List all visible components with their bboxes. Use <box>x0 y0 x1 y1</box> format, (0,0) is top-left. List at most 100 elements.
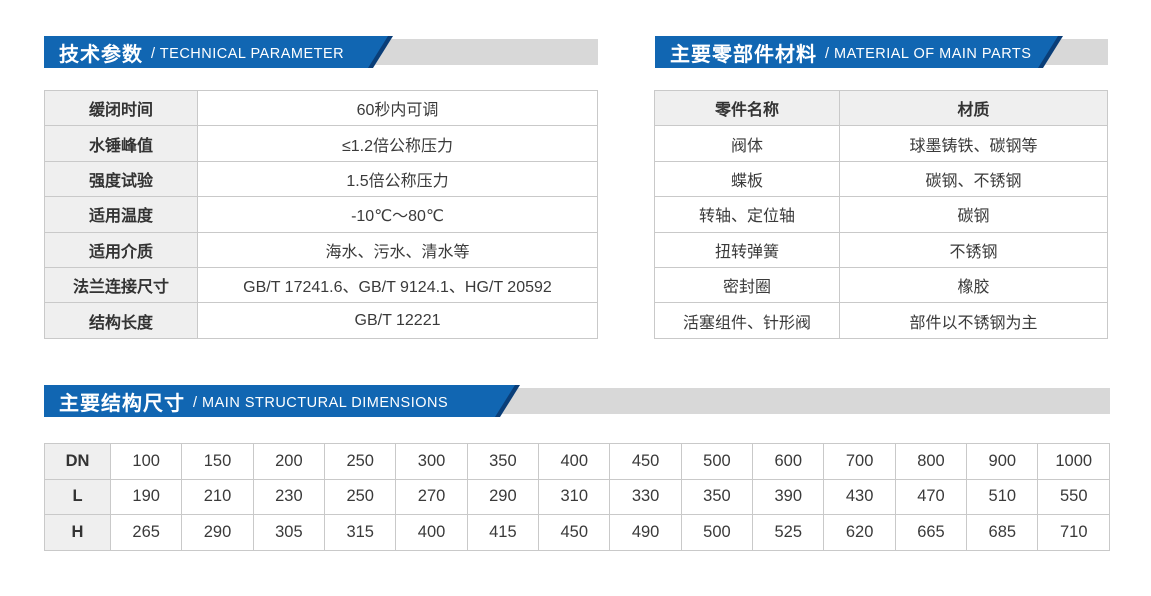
param-value: 1.5倍公称压力 <box>197 160 598 198</box>
param-label: 强度试验 <box>44 160 198 198</box>
section-title-zh: 主要结构尺寸 <box>59 392 185 415</box>
materials-table: 零件名称 材质 阀体 球墨铸铁、碳钢等 蝶板 碳钢、不锈钢 转轴、定位轴 碳钢 扭转弹簧 不锈钢密… <box>654 89 1108 339</box>
dimension-value: 665 <box>894 514 968 551</box>
dimension-value: 700 <box>823 443 896 480</box>
dimension-row-header: DN <box>44 443 111 480</box>
dimension-value: 710 <box>1037 514 1110 551</box>
dimension-value: 685 <box>966 514 1039 551</box>
technical-row: 适用温度 -10℃～80℃ <box>44 196 598 233</box>
technical-row: 适用介质 海水、污水、清水等 <box>44 231 598 268</box>
param-label: 适用介质 <box>44 231 198 268</box>
technical-row: 强度试验 1.5倍公称压力 <box>44 160 598 198</box>
dimension-value: 315 <box>324 514 397 551</box>
materials-row: 转轴、定位轴 碳钢 <box>654 196 1108 233</box>
dimension-value: 500 <box>680 514 754 551</box>
dimension-value: 450 <box>609 443 682 480</box>
dimension-value: 250 <box>324 478 397 516</box>
param-label: 水锤峰值 <box>44 125 198 162</box>
dimension-row-header: H <box>44 514 111 551</box>
materials-row: 活塞组件、针形阀 部件以不锈钢为主 <box>654 302 1108 339</box>
dimension-value: 230 <box>252 478 326 516</box>
dimensions-row: H 265 290 305 315 400 415 450 490 500 525 620 665 685… <box>44 514 1110 551</box>
dimension-value: 305 <box>252 514 326 551</box>
dimension-value: 510 <box>966 478 1039 516</box>
materials-row: 密封圈 橡胶 <box>654 266 1108 304</box>
banner-blue-ribbon: 主要结构尺寸 / MAIN STRUCTURAL DIMENSIONS <box>44 385 515 417</box>
dimension-value: 350 <box>466 443 540 480</box>
technical-row: 法兰连接尺寸 GB/T 17241.6、GB/T 9124.1、HG/T 2059… <box>44 266 598 304</box>
section-header-technical-parameter: 技术参数 / TECHNICAL PARAMETER <box>44 36 598 68</box>
part-name: 蝶板 <box>654 160 840 198</box>
dimension-value: 100 <box>109 443 183 480</box>
part-name: 密封圈 <box>654 266 840 304</box>
dimension-value: 330 <box>609 478 682 516</box>
technical-parameter-table: 缓闭时间 60秒内可调 水锤峰值 ≤1.2倍公称压力 强度试验 1.5倍公称压力 适用温度 -… <box>44 89 598 339</box>
param-value: -10℃～80℃ <box>197 196 598 233</box>
dimensions-row: DN 100 150 200 250 300 350 400 450 500 600 700 800 90… <box>44 443 1110 480</box>
section-header-material-of-main-parts: 主要零部件材料 / MATERIAL OF MAIN PARTS <box>655 36 1108 68</box>
dimension-value: 270 <box>395 478 468 516</box>
column-header: 零件名称 <box>654 89 840 127</box>
dimension-value: 190 <box>109 478 183 516</box>
dimension-value: 620 <box>823 514 896 551</box>
part-material: 橡胶 <box>839 266 1108 304</box>
materials-header-row: 零件名称 材质 <box>654 89 1108 127</box>
dimension-value: 265 <box>109 514 183 551</box>
part-material: 不锈钢 <box>839 231 1108 268</box>
dimension-value: 250 <box>324 443 397 480</box>
dimension-value: 400 <box>538 443 611 480</box>
part-name: 转轴、定位轴 <box>654 196 840 233</box>
dimension-value: 430 <box>823 478 896 516</box>
section-title-zh: 主要零部件材料 <box>670 43 817 66</box>
dimension-value: 450 <box>538 514 611 551</box>
dimension-value: 290 <box>466 478 540 516</box>
dimension-value: 1000 <box>1037 443 1110 480</box>
dimensions-row: L 190 210 230 250 270 290 310 330 350 390 430 470 510… <box>44 478 1110 516</box>
section-title-zh: 技术参数 <box>59 43 143 66</box>
param-value: GB/T 12221 <box>197 302 598 339</box>
technical-row: 缓闭时间 60秒内可调 <box>44 89 598 127</box>
dimension-value: 900 <box>966 443 1039 480</box>
param-value: 60秒内可调 <box>197 89 598 127</box>
dimension-value: 150 <box>181 443 254 480</box>
dimension-value: 400 <box>395 514 468 551</box>
materials-row: 阀体 球墨铸铁、碳钢等 <box>654 125 1108 162</box>
dimension-value: 415 <box>466 514 540 551</box>
param-label: 缓闭时间 <box>44 89 198 127</box>
section-title-en: / MATERIAL OF MAIN PARTS <box>825 45 1032 62</box>
section-title-en: / TECHNICAL PARAMETER <box>151 45 345 62</box>
dimension-value: 490 <box>609 514 682 551</box>
param-value: ≤1.2倍公称压力 <box>197 125 598 162</box>
dimension-value: 800 <box>894 443 968 480</box>
dimension-value: 300 <box>395 443 468 480</box>
column-header: 材质 <box>839 89 1108 127</box>
part-name: 活塞组件、针形阀 <box>654 302 840 339</box>
dimension-value: 500 <box>680 443 754 480</box>
param-label: 适用温度 <box>44 196 198 233</box>
banner-blue-ribbon: 主要零部件材料 / MATERIAL OF MAIN PARTS <box>655 36 1058 68</box>
dimension-value: 350 <box>680 478 754 516</box>
dimension-value: 470 <box>894 478 968 516</box>
materials-row: 扭转弹簧 不锈钢 <box>654 231 1108 268</box>
dimension-value: 310 <box>538 478 611 516</box>
part-material: 碳钢 <box>839 196 1108 233</box>
param-label: 法兰连接尺寸 <box>44 266 198 304</box>
technical-row: 水锤峰值 ≤1.2倍公称压力 <box>44 125 598 162</box>
dimensions-table: DN 100 150 200 250 300 350 400 450 500 600 700 800 90… <box>44 443 1110 551</box>
part-material: 球墨铸铁、碳钢等 <box>839 125 1108 162</box>
materials-row: 蝶板 碳钢、不锈钢 <box>654 160 1108 198</box>
dimension-value: 550 <box>1037 478 1110 516</box>
banner-blue-ribbon: 技术参数 / TECHNICAL PARAMETER <box>44 36 388 68</box>
dimension-value: 200 <box>252 443 326 480</box>
technical-row: 结构长度 GB/T 12221 <box>44 302 598 339</box>
dimension-value: 525 <box>752 514 825 551</box>
dimension-value: 210 <box>181 478 254 516</box>
param-value: 海水、污水、清水等 <box>197 231 598 268</box>
section-title-en: / MAIN STRUCTURAL DIMENSIONS <box>193 394 449 411</box>
dimension-value: 290 <box>181 514 254 551</box>
section-header-main-structural-dimensions: 主要结构尺寸 / MAIN STRUCTURAL DIMENSIONS <box>44 385 1110 417</box>
part-name: 扭转弹簧 <box>654 231 840 268</box>
part-name: 阀体 <box>654 125 840 162</box>
dimension-value: 600 <box>752 443 825 480</box>
